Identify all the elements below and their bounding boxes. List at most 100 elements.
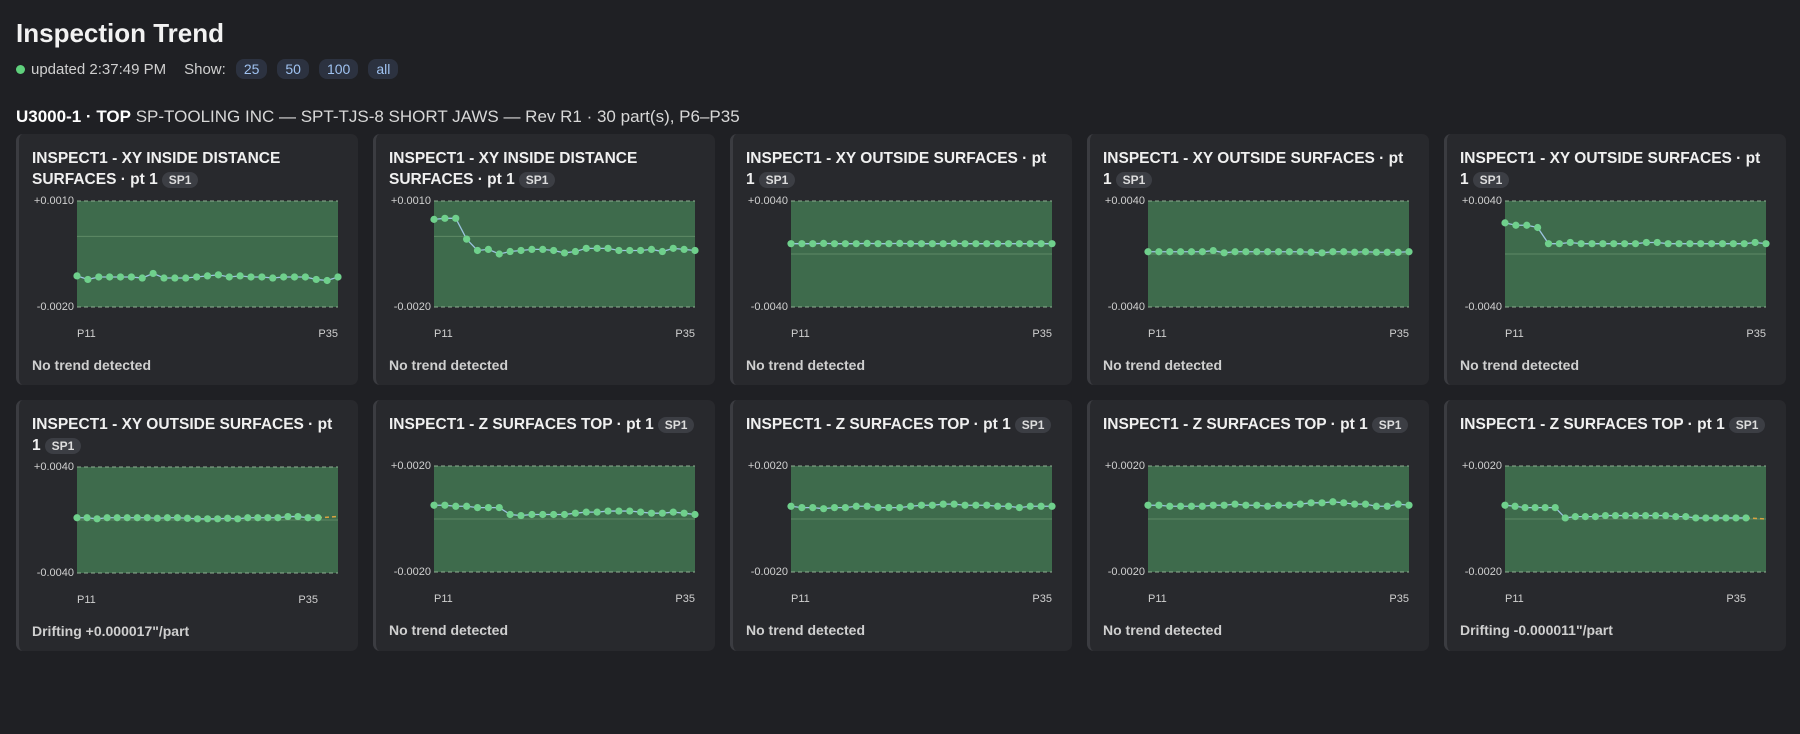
data-point [1652,511,1660,520]
data-point [312,275,320,284]
data-point [213,515,222,523]
data-point [1551,504,1559,512]
data-point [1296,500,1304,508]
data-point [1672,513,1680,521]
data-point [1631,240,1640,248]
trend-status: No trend detected [1103,357,1223,373]
data-point [1531,504,1539,512]
data-point [1742,514,1750,522]
trend-status: No trend detected [746,622,866,638]
data-point [637,246,645,255]
data-point [550,246,558,255]
metric-name: INSPECT1 - XY INSIDE DISTANCE SURFACES ·… [32,150,281,188]
data-point [254,514,262,522]
data-point [123,514,131,522]
data-point [528,510,536,519]
data-point [452,502,460,510]
card-title: INSPECT1 - XY OUTSIDE SURFACES · pt 1 SP1 [32,414,344,457]
data-point [274,514,282,522]
data-point [1662,511,1670,520]
data-point [1274,501,1283,509]
data-point [1026,502,1034,510]
data-point [193,515,202,523]
metric-name: INSPECT1 - XY OUTSIDE SURFACES · pt 1 [32,416,333,454]
data-point [571,247,579,256]
show-option[interactable]: 50 [277,59,309,79]
y-tick-label: +0.0040 [34,461,74,473]
show-option[interactable]: all [368,59,399,79]
data-point [1166,502,1174,510]
data-point [691,510,699,519]
data-point [301,273,309,281]
data-point [1231,248,1239,256]
data-point [1566,238,1574,247]
plot-area [77,201,338,307]
data-point [236,272,244,280]
data-point [334,273,342,281]
data-point [626,507,634,515]
trend-status: Drifting +0.000017"/part [32,623,190,639]
data-point [626,246,634,255]
data-point [294,512,302,521]
trend-status: No trend detected [389,622,509,638]
trend-status: No trend detected [1460,357,1580,373]
data-point [830,240,839,248]
data-point [1318,499,1326,507]
data-point [852,502,860,510]
y-tick-label: +0.0020 [1462,460,1502,472]
metric-name: INSPECT1 - Z SURFACES TOP · pt 1 [746,416,1011,433]
data-point [820,505,828,513]
data-point [691,246,699,255]
data-point [1511,502,1519,510]
data-point [1653,238,1661,247]
y-tick-label: -0.0020 [751,566,788,578]
data-point [1372,248,1380,256]
data-point [182,274,190,282]
metric-name: INSPECT1 - XY OUTSIDE SURFACES · pt 1 [1460,150,1761,188]
data-point [1015,504,1023,512]
x-tick-label: P11 [77,594,96,606]
data-point [138,274,146,282]
data-point [441,501,449,509]
data-point [183,514,192,522]
data-point [669,508,677,516]
card-title: INSPECT1 - Z SURFACES TOP · pt 1 SP1 [389,414,701,456]
data-point [582,508,590,516]
page-title: Inspection Trend [16,18,225,48]
badge: SP1 [161,172,199,188]
x-tick-label: P35 [1032,328,1052,340]
data-point [1621,511,1630,520]
trend-chart: +0.0020 -0.0020 P11 P35 [1105,460,1413,605]
data-point [225,273,233,281]
trend-card: INSPECT1 - XY OUTSIDE SURFACES · pt 1 SP1… [1444,134,1786,385]
data-point [83,514,91,522]
data-point [615,246,623,255]
show-option[interactable]: 100 [318,59,359,79]
data-point [1751,238,1759,247]
data-point [1512,221,1520,229]
data-point [506,510,514,519]
show-option[interactable]: 25 [235,59,268,79]
trend-status: No trend detected [1103,622,1223,638]
data-point [1187,248,1196,256]
data-point [1144,248,1152,256]
data-point [1588,240,1596,248]
data-point [1037,240,1045,248]
data-point [1220,249,1228,257]
x-tick-label: P35 [1032,593,1052,605]
data-point [463,502,471,510]
data-point [1177,502,1185,510]
data-point [1394,248,1402,256]
data-point [820,239,828,247]
card-title: INSPECT1 - XY INSIDE DISTANCE SURFACES ·… [389,148,701,191]
x-tick-label: P11 [1148,593,1167,605]
data-point [484,504,492,512]
y-tick-label: -0.0040 [751,301,788,313]
trend-chart: +0.0010 -0.0020 P11 P35 [34,195,342,340]
y-tick-label: -0.0040 [1465,301,1502,313]
badge: SP1 [518,172,556,188]
data-point [560,249,569,257]
y-tick-label: -0.0020 [394,566,431,578]
metric-name: INSPECT1 - XY OUTSIDE SURFACES · pt 1 [1103,150,1404,188]
data-point [1187,502,1196,510]
